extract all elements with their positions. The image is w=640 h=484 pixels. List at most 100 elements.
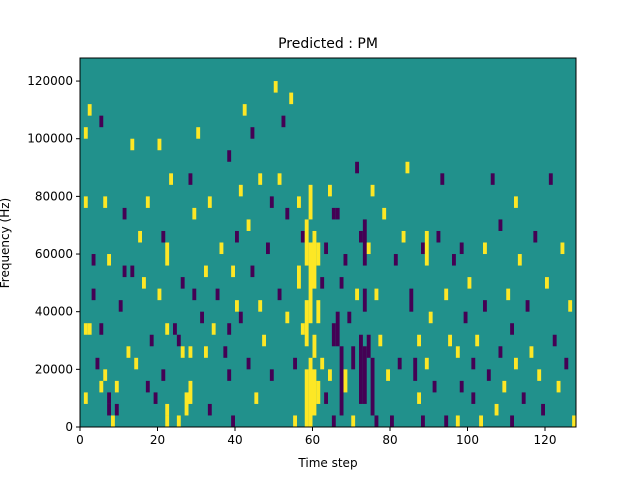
heatmap-cell-high	[277, 173, 282, 185]
heatmap-cell-high	[192, 207, 197, 220]
heatmap-cell-low	[99, 323, 104, 335]
heatmap-cell-high	[114, 380, 119, 393]
heatmap-cell-high	[83, 196, 88, 208]
heatmap-cell-low	[246, 357, 251, 370]
heatmap-cell-low	[498, 219, 503, 231]
heatmap-cell-low	[440, 173, 445, 185]
heatmap-cell-low	[463, 311, 468, 324]
y-tick-label: 120000	[27, 74, 73, 88]
heatmap-cell-high	[165, 415, 170, 427]
heatmap-cell-low	[413, 357, 418, 381]
heatmap-cell-low	[122, 207, 127, 220]
x-tick-label: 100	[456, 433, 479, 447]
heatmap-cell-high	[196, 127, 201, 139]
heatmap-cell-high	[316, 300, 321, 324]
heatmap-cell-high	[165, 242, 170, 266]
heatmap-cell-high	[297, 196, 301, 208]
heatmap-cell-low	[564, 357, 569, 370]
heatmap-cell-low	[397, 357, 402, 370]
heatmap-cell-low	[362, 219, 367, 266]
heatmap-cell-high	[428, 311, 433, 324]
heatmap-cell-high	[176, 415, 181, 427]
heatmap-cell-high	[328, 369, 332, 381]
heatmap-cell-high	[343, 369, 348, 393]
heatmap-cell-low	[91, 254, 96, 266]
heatmap-cell-high	[475, 334, 480, 347]
heatmap-cell-low	[180, 277, 185, 289]
heatmap-cell-high	[514, 196, 518, 208]
plot-area	[80, 58, 576, 427]
heatmap-cell-high	[157, 288, 162, 301]
heatmap-cell-low	[343, 254, 348, 266]
heatmap-cell-low	[161, 369, 166, 381]
heatmap-cell-high	[289, 92, 294, 105]
y-tick-label: 80000	[35, 189, 73, 203]
heatmap-cell-low	[548, 173, 553, 185]
plot-frame	[79, 57, 577, 428]
heatmap-cell-high	[258, 173, 263, 185]
heatmap-cell-low	[149, 334, 154, 347]
heatmap-cell-high	[103, 369, 108, 381]
heatmap-cell-high	[328, 184, 332, 197]
heatmap-cell-low	[324, 392, 328, 404]
heatmap-cell-high	[219, 242, 224, 255]
heatmap-cell-high	[130, 138, 135, 151]
heatmap-cell-low	[215, 288, 220, 301]
heatmap-cell-high	[111, 415, 115, 427]
heatmap-cell-high	[455, 346, 460, 358]
heatmap-cell-high	[467, 277, 472, 289]
heatmap-cell-high	[235, 300, 239, 312]
heatmap-cell-low	[510, 323, 514, 335]
heatmap-cell-high	[188, 380, 193, 404]
heatmap-cell-high	[273, 81, 278, 93]
heatmap-cell-low	[552, 334, 557, 347]
heatmap-cell-low	[390, 415, 394, 427]
heatmap-cell-low	[266, 242, 270, 255]
heatmap-cell-low	[285, 207, 290, 220]
y-tick-label: 60000	[35, 247, 73, 261]
heatmap-cell-low	[114, 403, 119, 416]
heatmap-cell-low	[227, 150, 232, 162]
heatmap-cell-high	[142, 277, 146, 289]
heatmap-cell-high	[312, 369, 317, 416]
heatmap-cell-high	[366, 242, 371, 255]
heatmap-cell-high	[417, 392, 421, 404]
heatmap-cell-low	[145, 380, 150, 393]
heatmap-cell-high	[405, 161, 410, 174]
heatmap-cell-low	[238, 311, 243, 324]
heatmap-cell-low	[355, 161, 359, 174]
heatmap-cell-high	[304, 219, 309, 266]
heatmap-cell-low	[95, 357, 100, 370]
heatmap-cell-high	[424, 357, 429, 370]
heatmap-cell-low	[91, 288, 96, 301]
y-tick-label: 40000	[35, 305, 73, 319]
heatmap-cell-high	[107, 254, 111, 266]
heatmap-cell-high	[103, 196, 108, 208]
heatmap-cell-low	[331, 415, 336, 427]
heatmap-cell-low	[471, 357, 476, 370]
heatmap-cell-low	[223, 346, 228, 358]
heatmap-cell-low	[331, 323, 336, 347]
heatmap-cell-low	[250, 265, 255, 278]
heatmap-cell-low	[227, 369, 232, 381]
heatmap-cell-low	[351, 346, 356, 370]
heatmap-cell-high	[180, 346, 185, 358]
heatmap-cell-high	[378, 334, 383, 347]
heatmap-cell-high	[254, 392, 259, 404]
heatmap-cell-high	[568, 300, 573, 312]
heatmap-cell-low	[510, 415, 514, 427]
heatmap-cell-low	[207, 403, 212, 416]
heatmap-cell-low	[525, 300, 530, 312]
heatmap-cell-high	[204, 346, 208, 358]
heatmap-cell-low	[200, 311, 204, 324]
heatmap-cell-low	[421, 242, 425, 255]
heatmap-cell-high	[417, 334, 421, 347]
heatmap-cell-high	[529, 346, 534, 358]
heatmap-cell-high	[308, 184, 313, 220]
heatmap-cell-high	[211, 323, 216, 335]
heatmap-cell-high	[285, 311, 290, 324]
heatmap-cell-low	[122, 265, 127, 278]
heatmap-cell-high	[556, 380, 561, 393]
heatmap-cell-low	[483, 300, 487, 312]
